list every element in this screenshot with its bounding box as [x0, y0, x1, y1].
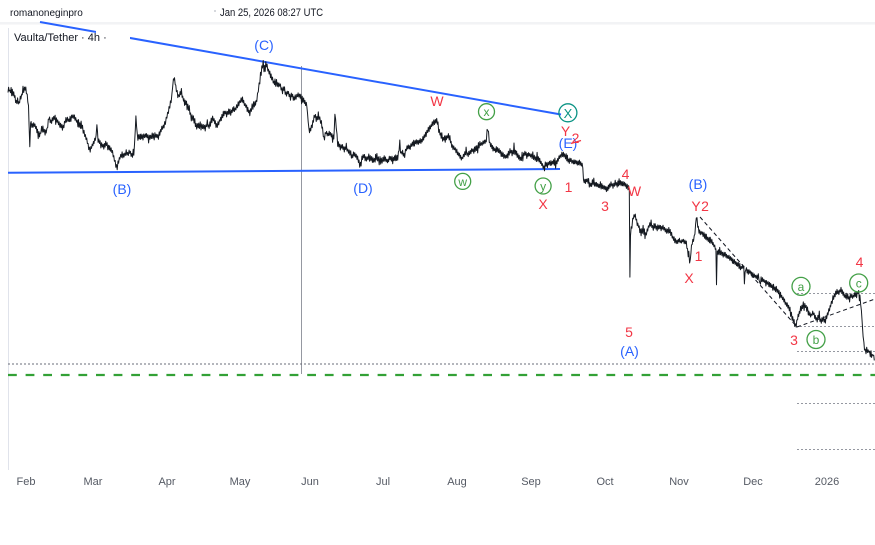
svg-text:a: a [798, 280, 805, 294]
svg-text:b: b [813, 333, 820, 347]
svg-text:X: X [564, 106, 573, 121]
svg-text:x: x [484, 105, 490, 119]
svg-text:c: c [856, 277, 862, 291]
svg-text:y: y [540, 180, 546, 194]
svg-text:w: w [457, 175, 467, 189]
